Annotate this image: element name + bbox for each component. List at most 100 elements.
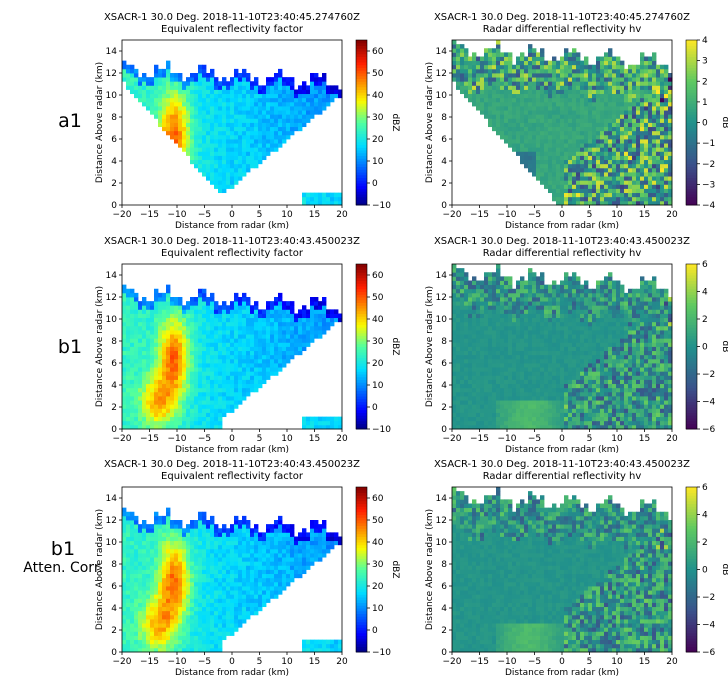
heatmap-cell (544, 172, 549, 177)
heatmap-cell (322, 196, 327, 202)
heatmap-cell (472, 330, 477, 335)
heatmap-cell (278, 354, 283, 360)
colorbar-segment (356, 272, 367, 276)
heatmap-cell (138, 383, 143, 389)
heatmap-cell (540, 48, 545, 53)
heatmap-cell (668, 89, 673, 95)
heatmap-cell (488, 114, 493, 119)
heatmap-cell (178, 122, 183, 128)
colorbar-segment (356, 302, 367, 306)
heatmap-cell (278, 122, 283, 128)
heatmap-cell (130, 354, 135, 360)
heatmap-cell (238, 130, 243, 136)
heatmap-cell (596, 184, 601, 189)
heatmap-cell (600, 126, 605, 132)
heatmap-cell (528, 358, 533, 364)
heatmap-cell (162, 416, 167, 422)
heatmap-cell (528, 363, 533, 368)
heatmap-cell (214, 155, 219, 161)
colorbar-segment (356, 404, 367, 408)
heatmap-cell (210, 114, 215, 119)
heatmap-cell (524, 280, 529, 286)
heatmap-cell (130, 358, 135, 364)
heatmap-cell (496, 264, 501, 269)
heatmap-cell (218, 89, 223, 95)
heatmap-cell (270, 305, 275, 310)
heatmap-cell (150, 325, 155, 331)
heatmap-cell (298, 101, 303, 107)
heatmap-cell (532, 367, 537, 372)
heatmap-cell (306, 85, 311, 90)
heatmap-cell (616, 64, 621, 70)
heatmap-cell (222, 396, 227, 401)
heatmap-cell (564, 139, 569, 144)
heatmap-cell (520, 317, 525, 323)
heatmap-cell (178, 106, 183, 111)
heatmap-cell (170, 416, 175, 422)
heatmap-cell (624, 114, 629, 119)
heatmap-cell (476, 60, 481, 66)
heatmap-cell (456, 420, 461, 426)
heatmap-cell (564, 176, 569, 181)
heatmap-cell (290, 321, 295, 327)
heatmap-cell (520, 106, 525, 111)
heatmap-cell (520, 93, 525, 99)
heatmap-cell (162, 383, 167, 389)
heatmap-cell (488, 68, 493, 74)
heatmap-cell (552, 56, 557, 62)
heatmap-cell (480, 396, 485, 401)
heatmap-cell (560, 126, 565, 132)
heatmap-cell (528, 163, 533, 169)
colorbar-segment (686, 100, 697, 104)
heatmap-cell (644, 188, 649, 194)
heatmap-cell (456, 408, 461, 413)
heatmap-cell (632, 200, 637, 206)
heatmap-cell (472, 77, 477, 82)
heatmap-cell (178, 317, 183, 323)
heatmap-cell (504, 276, 509, 281)
heatmap-cell (452, 268, 457, 273)
heatmap-cell (468, 77, 473, 82)
heatmap-cell (528, 424, 533, 430)
heatmap-cell (540, 56, 545, 62)
heatmap-cell (222, 383, 227, 389)
colorbar-tick-label: 60 (372, 47, 384, 57)
heatmap-cell (624, 184, 629, 189)
heatmap-cell (254, 309, 259, 314)
colorbar-tick-label: 1 (702, 98, 708, 108)
heatmap-cell (464, 408, 469, 413)
heatmap-cell (186, 371, 191, 376)
heatmap-cell (552, 192, 557, 198)
heatmap-cell (512, 338, 517, 343)
heatmap-cell (516, 334, 521, 339)
heatmap-cell (282, 309, 287, 314)
heatmap-cell (170, 363, 175, 368)
heatmap-cell (330, 196, 335, 202)
heatmap-cell (174, 358, 179, 364)
heatmap-cell (636, 118, 641, 123)
heatmap-cell (500, 400, 505, 405)
heatmap-cell (632, 122, 637, 128)
heatmap-cell (310, 416, 315, 422)
heatmap-cell (302, 97, 307, 103)
colorbar-segment (686, 117, 697, 121)
heatmap-cell (146, 81, 151, 86)
heatmap-cell (496, 387, 501, 393)
heatmap-cell (154, 77, 159, 82)
heatmap-cell (532, 139, 537, 144)
heatmap-cell (504, 89, 509, 95)
heatmap-cell (290, 309, 295, 314)
heatmap-cell (218, 81, 223, 86)
heatmap-cell (464, 276, 469, 281)
heatmap-cell (126, 85, 131, 90)
heatmap-cell (536, 101, 541, 107)
heatmap-cell (664, 81, 669, 86)
heatmap-cell (548, 68, 553, 74)
heatmap-cell (194, 317, 199, 323)
heatmap-cell (178, 313, 183, 319)
heatmap-cell (584, 85, 589, 90)
heatmap-cell (568, 122, 573, 128)
heatmap-cell (668, 114, 673, 119)
heatmap-cell (226, 89, 231, 95)
